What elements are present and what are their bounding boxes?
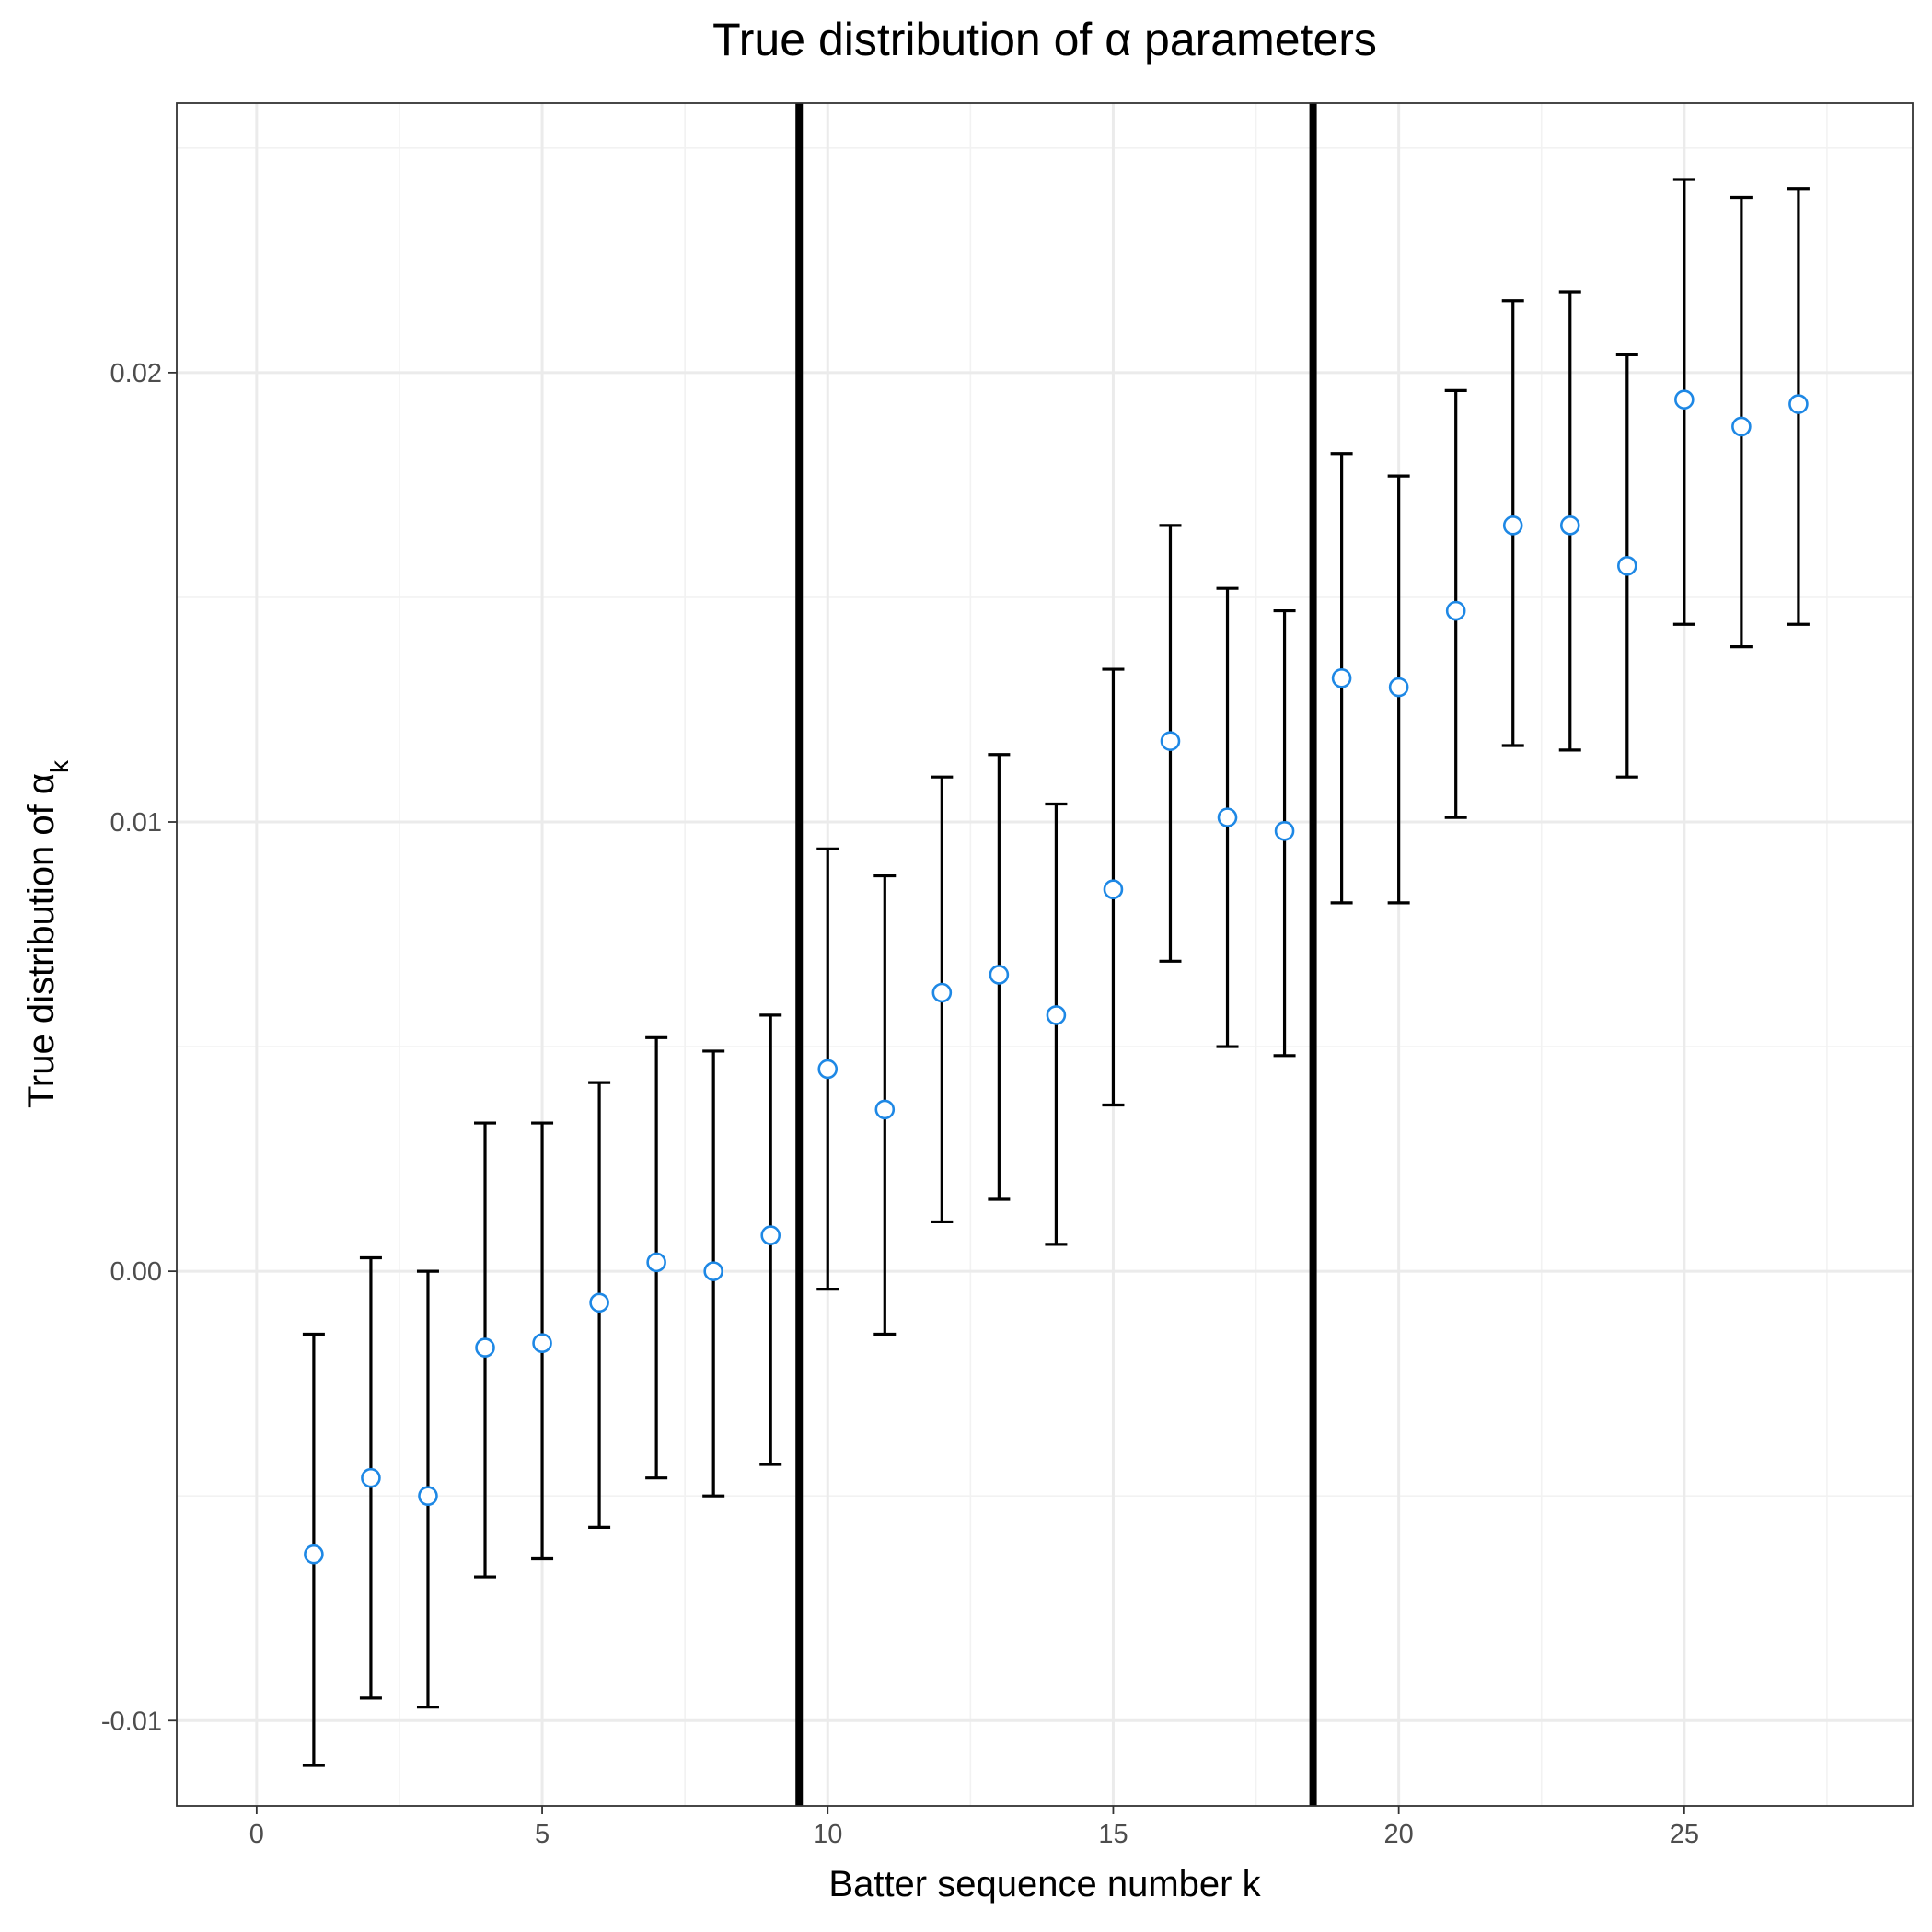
data-point xyxy=(760,1225,781,1245)
data-point xyxy=(989,965,1010,985)
data-point xyxy=(475,1337,495,1358)
x-tick-label: 15 xyxy=(1098,1820,1128,1849)
y-tick-label: 0.01 xyxy=(110,808,162,838)
y-axis-title: True distribution of αk xyxy=(21,759,74,1108)
data-point xyxy=(817,1059,839,1080)
data-point xyxy=(874,1099,896,1120)
data-point xyxy=(589,1292,609,1313)
data-point xyxy=(1160,731,1181,751)
grid xyxy=(177,103,1913,1806)
chart-title: True distribution of α parameters xyxy=(712,14,1377,65)
y-axis-title-subscript: k xyxy=(45,759,74,773)
x-tick-label: 0 xyxy=(249,1820,264,1849)
data-point xyxy=(1731,416,1752,437)
vertical-reference-lines xyxy=(795,103,1317,1806)
y-axis: -0.01 0.00 0.01 0.02 xyxy=(101,359,177,1736)
data-point xyxy=(1217,807,1238,827)
x-axis-title: Batter sequence number k xyxy=(828,1864,1261,1904)
data-point xyxy=(1103,879,1124,900)
points xyxy=(304,389,1809,1565)
data-point xyxy=(418,1486,438,1506)
data-point xyxy=(1788,394,1809,414)
data-point xyxy=(361,1467,381,1488)
x-tick-label: 25 xyxy=(1670,1820,1699,1849)
x-tick-label: 10 xyxy=(813,1820,842,1849)
x-tick-label: 5 xyxy=(535,1820,550,1849)
data-point xyxy=(1674,389,1695,410)
x-tick-label: 20 xyxy=(1384,1820,1414,1849)
data-point xyxy=(1274,820,1295,841)
error-bars xyxy=(302,178,1810,1767)
data-point xyxy=(1445,600,1466,621)
data-point xyxy=(1046,1005,1067,1025)
data-point xyxy=(1559,515,1580,536)
y-axis-title-main: True distribution of α xyxy=(21,773,62,1108)
data-point xyxy=(1388,677,1409,698)
data-point xyxy=(532,1333,552,1354)
data-point xyxy=(703,1261,723,1281)
data-point xyxy=(1331,668,1352,688)
data-point xyxy=(931,982,953,1003)
y-tick-label: -0.01 xyxy=(101,1706,162,1736)
y-tick-label: 0.02 xyxy=(110,359,162,388)
data-point xyxy=(1617,555,1637,576)
y-tick-label: 0.00 xyxy=(110,1257,162,1287)
data-point xyxy=(646,1252,666,1273)
data-point xyxy=(304,1544,324,1565)
panel-border xyxy=(176,102,1914,1807)
x-axis: 0 5 10 15 20 25 xyxy=(249,1806,1699,1849)
data-point xyxy=(1502,515,1523,536)
